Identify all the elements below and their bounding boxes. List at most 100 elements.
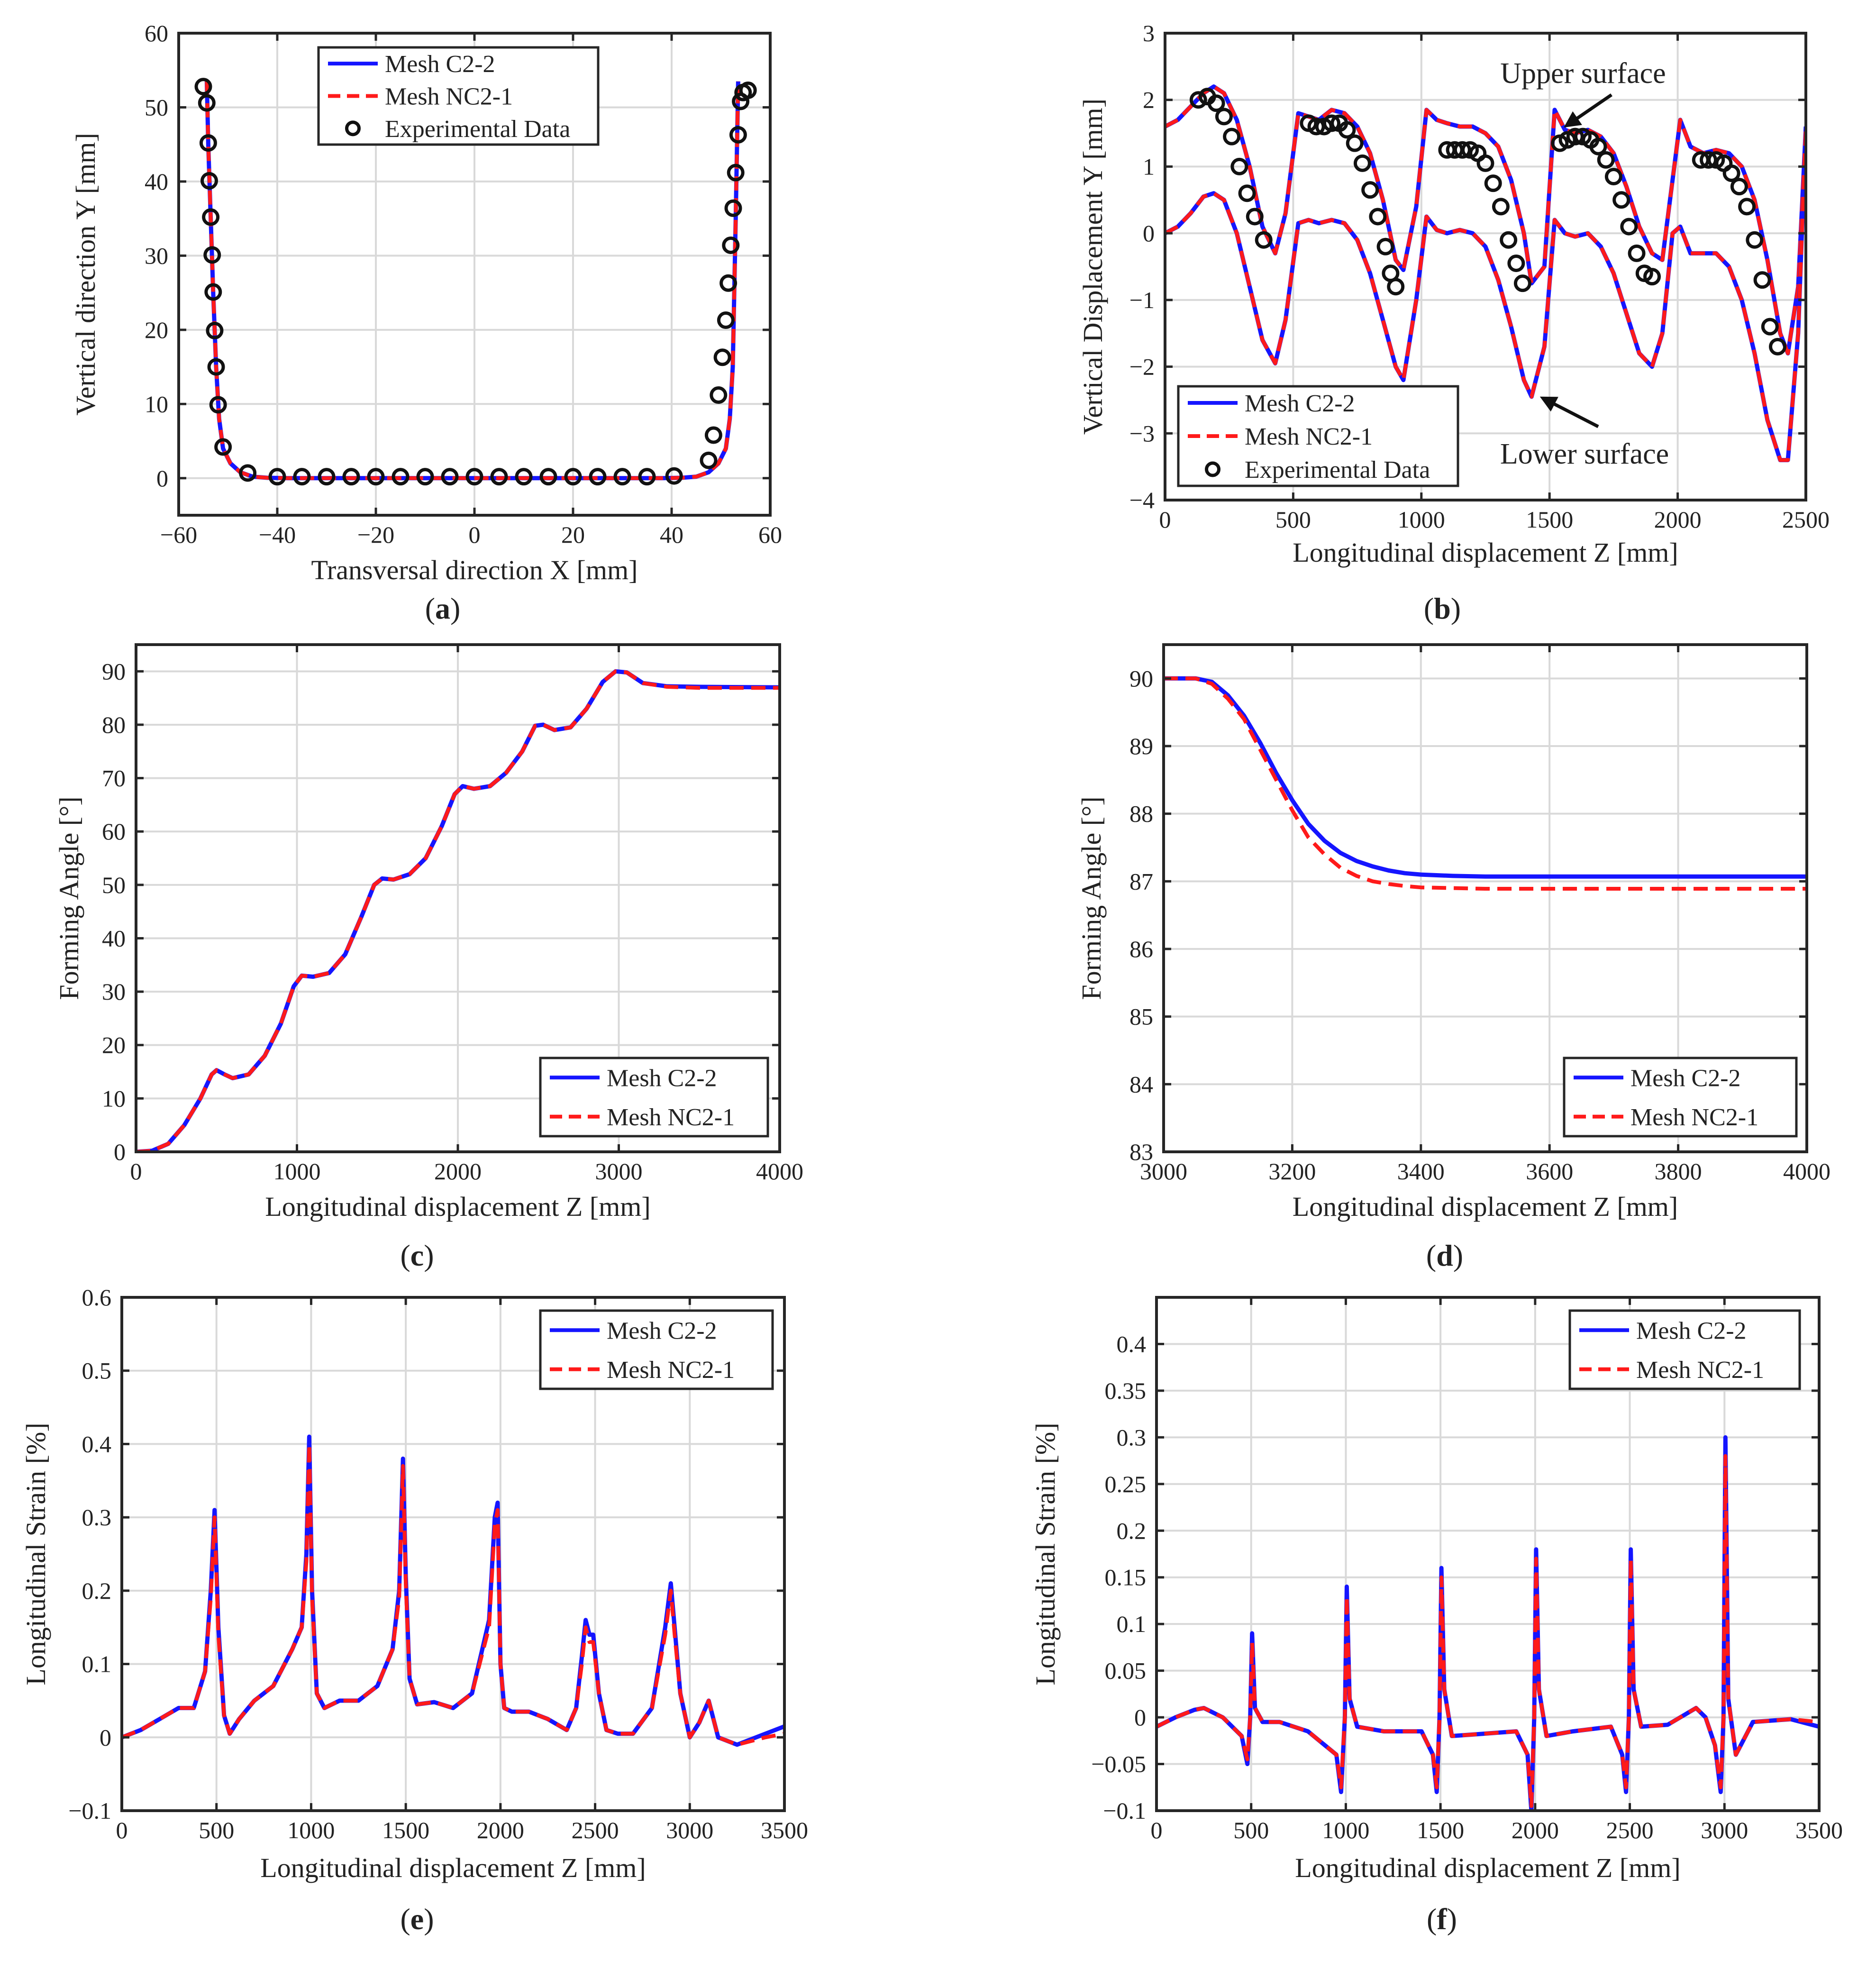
x-tick-label: −20: [357, 521, 394, 548]
data-point-experimental: [207, 358, 225, 376]
data-point-experimental: [1500, 231, 1518, 249]
data-point-experimental: [613, 468, 631, 486]
y-tick-label: 90: [1129, 665, 1153, 692]
y-tick-label: 0.1: [1117, 1611, 1147, 1637]
series-group: [122, 1434, 784, 1747]
x-tick-label: 3800: [1655, 1158, 1702, 1185]
data-point-experimental: [1753, 271, 1771, 289]
axes-frame: [1155, 1296, 1821, 1812]
x-axis-label: Longitudinal displacement Z [mm]: [1295, 1852, 1680, 1883]
legend-label: Mesh C2-2: [1630, 1065, 1741, 1092]
panel-caption-letter: a: [435, 592, 450, 625]
legend-label: Mesh NC2-1: [1636, 1357, 1764, 1384]
y-tick-label: 0: [100, 1724, 111, 1750]
data-point-experimental: [1746, 231, 1764, 249]
data-point-experimental: [665, 467, 683, 485]
chart-panel-a: −60 −40 −20 0 20 40 60 0 10 20 30 40 50 60 Transversal…: [70, 20, 782, 625]
data-point-experimental: [1722, 164, 1740, 182]
y-tick-label: 0.3: [82, 1504, 112, 1531]
y-tick-label: 30: [145, 242, 168, 269]
data-point-experimental: [441, 468, 459, 486]
y-tick-label: 0: [156, 465, 168, 492]
legend-box: [539, 1309, 774, 1390]
y-axis-label: Longitudinal Strain [%]: [1030, 1422, 1061, 1685]
axes-frame: [1162, 643, 1808, 1153]
data-point-experimental: [1643, 268, 1661, 286]
x-tick-label: 3000: [1140, 1158, 1187, 1185]
y-tick-label: 20: [145, 317, 168, 343]
data-point-experimental: [1207, 94, 1225, 112]
data-point-experimental: [1255, 231, 1273, 249]
x-tick-label: 2500: [1782, 506, 1830, 533]
y-tick-label: 0.35: [1105, 1377, 1147, 1404]
series-group: [1165, 84, 1806, 463]
panel-caption-letter: f: [1437, 1902, 1447, 1936]
y-tick-label: −3: [1129, 420, 1155, 447]
panel-caption-letter: b: [1434, 592, 1451, 625]
chart-panel-d: 3000 3200 3400 3600 3800 4000 83 84 85 86 87 88 89 90…: [1076, 643, 1830, 1272]
legend: Mesh C2-2 Mesh NC2-1 Experimental Data: [317, 46, 600, 146]
y-tick-label: 40: [145, 168, 168, 195]
data-point-experimental: [515, 468, 533, 486]
y-tick-label: −4: [1129, 487, 1155, 513]
x-axis-label: Transversal direction X [mm]: [311, 555, 638, 585]
y-tick-label: 0.25: [1105, 1471, 1147, 1497]
data-point-experimental: [490, 468, 508, 486]
panel-caption: (c): [400, 1239, 434, 1272]
y-tick-label: 0.05: [1105, 1658, 1147, 1684]
x-tick-label: 60: [758, 521, 782, 548]
x-tick-label: 40: [660, 521, 683, 548]
panel-caption: (a): [425, 592, 461, 625]
y-tick-label: 70: [102, 765, 126, 792]
data-point-experimental: [198, 94, 216, 112]
data-point-experimental: [719, 274, 738, 292]
data-point-experimental: [1597, 151, 1615, 169]
data-point-experimental: [1612, 191, 1630, 209]
y-tick-label: 20: [102, 1032, 126, 1058]
data-point-experimental: [729, 126, 747, 144]
data-point-experimental: [1769, 337, 1787, 355]
data-point-experimental: [1476, 154, 1494, 172]
y-tick-label: 0: [114, 1139, 126, 1165]
y-tick-label: 1: [1143, 153, 1155, 180]
data-point-experimental: [727, 164, 745, 182]
legend-label: Experimental Data: [385, 116, 570, 143]
y-tick-label: −1: [1129, 287, 1155, 313]
y-tick-label: 0.2: [1117, 1517, 1147, 1544]
chart-panel-e: 0 500 1000 1500 2000 2500 3000 3500−0.100.10.20…: [20, 1284, 808, 1936]
chart-panel-c: 0 1000 2000 3000 4000 0 10 20 30 40 50 60 70 80 90 Long…: [54, 643, 803, 1272]
x-tick-label: −60: [160, 521, 197, 548]
data-point-experimental: [589, 468, 607, 486]
y-tick-label: 0: [1134, 1704, 1146, 1731]
x-tick-label: 500: [199, 1817, 234, 1843]
data-point-experimental: [318, 468, 336, 486]
series-group: [1157, 1435, 1819, 1811]
y-tick-label: 86: [1129, 936, 1153, 962]
series-line-c2-2: [1164, 676, 1807, 879]
y-axis-label: Vertical Displacement Y [mm]: [1077, 99, 1108, 435]
y-tick-label: 0.4: [1117, 1331, 1147, 1357]
x-tick-label: 2000: [477, 1817, 524, 1843]
data-point-experimental: [1189, 91, 1207, 109]
data-point-experimental: [1387, 278, 1405, 296]
y-tick-label: 0.3: [1117, 1424, 1147, 1450]
y-tick-label: 0: [1143, 220, 1155, 246]
data-point-experimental: [214, 438, 232, 456]
data-point-experimental: [638, 468, 656, 486]
legend: Mesh C2-2 Mesh NC2-1 Experimental Data: [1177, 385, 1459, 487]
x-tick-label: 3000: [595, 1158, 643, 1185]
y-tick-label: 50: [102, 872, 126, 898]
x-tick-label: 0: [1159, 506, 1171, 533]
x-tick-label: 2500: [1606, 1817, 1654, 1843]
series-group: [194, 78, 757, 486]
y-tick-label: 30: [102, 978, 126, 1005]
data-point-experimental: [202, 208, 220, 226]
data-point-experimental: [710, 386, 728, 404]
panel-caption-letter: d: [1436, 1239, 1453, 1272]
y-tick-label: 2: [1143, 87, 1155, 113]
data-point-experimental: [564, 468, 582, 486]
x-axis-label: Longitudinal displacement Z [mm]: [265, 1191, 650, 1222]
y-tick-label: 0.4: [82, 1431, 112, 1457]
panel-caption: (f): [1427, 1902, 1457, 1936]
y-tick-label: −0.1: [1103, 1797, 1146, 1824]
